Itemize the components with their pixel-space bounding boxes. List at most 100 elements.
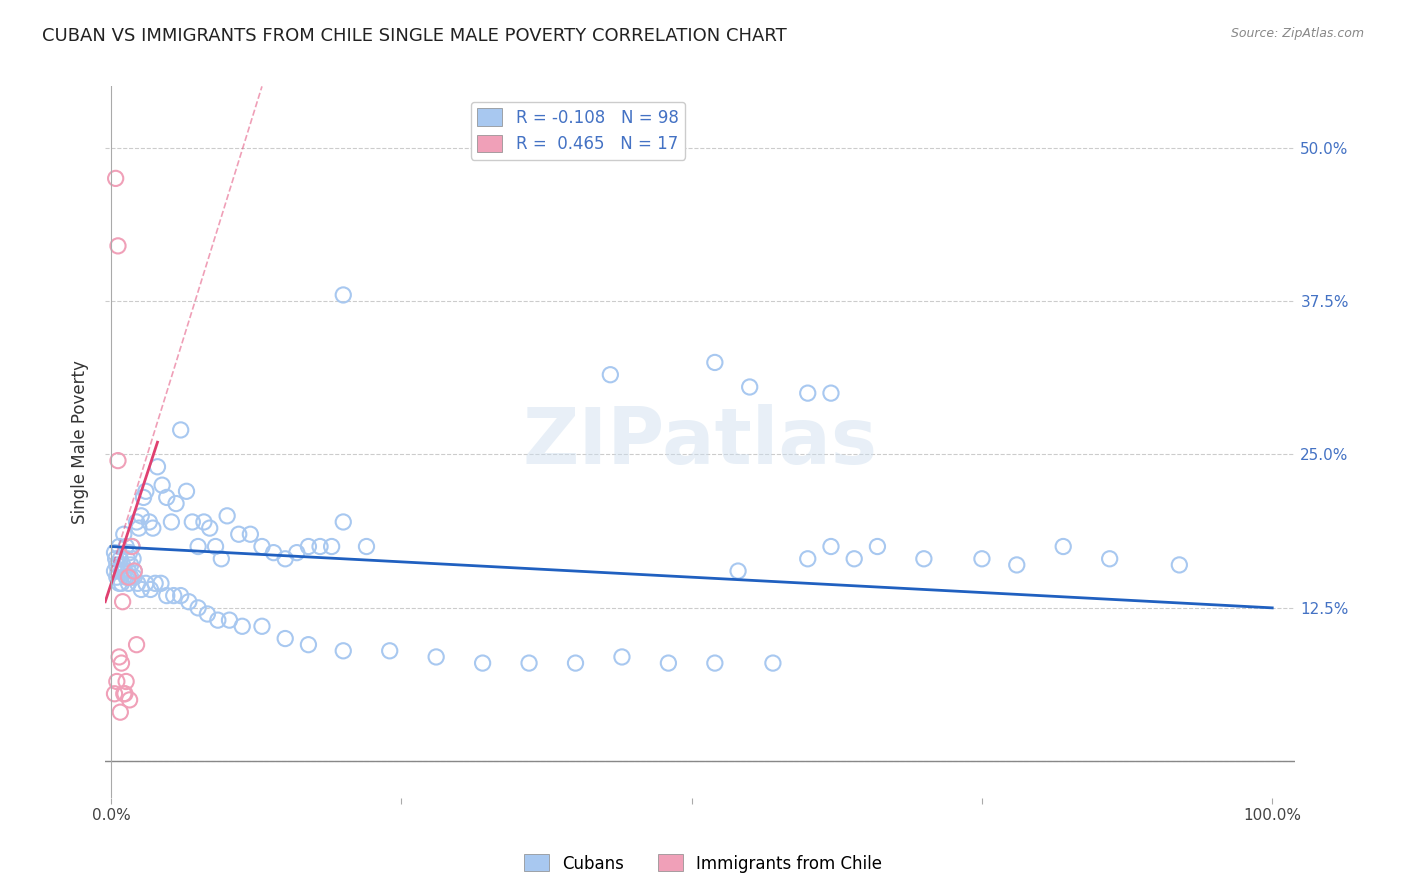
Cubans bbox=[165, 497, 187, 511]
Cubans bbox=[321, 540, 343, 554]
Cubans bbox=[970, 551, 993, 566]
Cubans bbox=[332, 644, 354, 658]
Cubans bbox=[797, 551, 820, 566]
Cubans bbox=[193, 515, 215, 529]
Cubans bbox=[143, 576, 166, 591]
Cubans bbox=[1052, 540, 1074, 554]
Cubans bbox=[1005, 558, 1028, 572]
Cubans bbox=[231, 619, 253, 633]
Cubans bbox=[263, 546, 285, 560]
Cubans bbox=[122, 570, 145, 584]
Cubans bbox=[149, 576, 172, 591]
Legend: Cubans, Immigrants from Chile: Cubans, Immigrants from Chile bbox=[517, 847, 889, 880]
Cubans bbox=[703, 656, 725, 670]
Cubans bbox=[150, 478, 173, 492]
Immigrants from Chile bbox=[125, 638, 148, 652]
Cubans bbox=[332, 515, 354, 529]
Cubans bbox=[115, 570, 138, 584]
Cubans bbox=[228, 527, 250, 541]
Cubans bbox=[111, 558, 134, 572]
Cubans bbox=[181, 515, 204, 529]
Cubans bbox=[274, 551, 297, 566]
Cubans bbox=[114, 564, 136, 578]
Cubans bbox=[108, 576, 131, 591]
Cubans bbox=[250, 619, 273, 633]
Cubans bbox=[285, 546, 308, 560]
Immigrants from Chile bbox=[107, 239, 129, 253]
Cubans bbox=[218, 613, 240, 627]
Cubans bbox=[239, 527, 262, 541]
Immigrants from Chile bbox=[114, 687, 136, 701]
Immigrants from Chile bbox=[121, 540, 143, 554]
Cubans bbox=[170, 589, 193, 603]
Immigrants from Chile bbox=[111, 595, 134, 609]
Cubans bbox=[103, 564, 125, 578]
Cubans bbox=[599, 368, 621, 382]
Cubans bbox=[176, 484, 198, 499]
Y-axis label: Single Male Poverty: Single Male Poverty bbox=[72, 360, 89, 524]
Cubans bbox=[104, 551, 127, 566]
Cubans bbox=[117, 564, 139, 578]
Cubans bbox=[110, 564, 132, 578]
Cubans bbox=[117, 576, 139, 591]
Cubans bbox=[610, 649, 633, 664]
Cubans bbox=[564, 656, 586, 670]
Immigrants from Chile bbox=[103, 687, 125, 701]
Text: CUBAN VS IMMIGRANTS FROM CHILE SINGLE MALE POVERTY CORRELATION CHART: CUBAN VS IMMIGRANTS FROM CHILE SINGLE MA… bbox=[42, 27, 787, 45]
Cubans bbox=[122, 564, 145, 578]
Cubans bbox=[117, 551, 139, 566]
Cubans bbox=[142, 521, 165, 535]
Text: Source: ZipAtlas.com: Source: ZipAtlas.com bbox=[1230, 27, 1364, 40]
Cubans bbox=[139, 582, 162, 597]
Cubans bbox=[762, 656, 785, 670]
Cubans bbox=[112, 527, 135, 541]
Cubans bbox=[129, 582, 152, 597]
Cubans bbox=[274, 632, 297, 646]
Cubans bbox=[108, 540, 131, 554]
Cubans bbox=[177, 595, 200, 609]
Cubans bbox=[844, 551, 866, 566]
Immigrants from Chile bbox=[122, 564, 145, 578]
Cubans bbox=[115, 540, 138, 554]
Cubans bbox=[129, 508, 152, 523]
Immigrants from Chile bbox=[115, 674, 138, 689]
Cubans bbox=[197, 607, 219, 621]
Cubans bbox=[110, 576, 132, 591]
Cubans bbox=[425, 649, 447, 664]
Cubans bbox=[250, 540, 273, 554]
Cubans bbox=[135, 484, 157, 499]
Cubans bbox=[110, 551, 132, 566]
Cubans bbox=[187, 540, 209, 554]
Cubans bbox=[146, 459, 169, 474]
Cubans bbox=[198, 521, 221, 535]
Cubans bbox=[121, 540, 143, 554]
Cubans bbox=[125, 515, 148, 529]
Cubans bbox=[163, 589, 186, 603]
Cubans bbox=[105, 570, 128, 584]
Cubans bbox=[156, 589, 179, 603]
Text: ZIPatlas: ZIPatlas bbox=[523, 404, 877, 480]
Cubans bbox=[138, 515, 160, 529]
Cubans bbox=[309, 540, 332, 554]
Cubans bbox=[160, 515, 183, 529]
Cubans bbox=[1098, 551, 1121, 566]
Cubans bbox=[517, 656, 540, 670]
Legend: R = -0.108   N = 98, R =  0.465   N = 17: R = -0.108 N = 98, R = 0.465 N = 17 bbox=[471, 102, 685, 160]
Cubans bbox=[105, 558, 128, 572]
Cubans bbox=[866, 540, 889, 554]
Cubans bbox=[727, 564, 749, 578]
Immigrants from Chile bbox=[110, 656, 132, 670]
Cubans bbox=[207, 613, 229, 627]
Immigrants from Chile bbox=[117, 570, 139, 584]
Cubans bbox=[297, 638, 319, 652]
Cubans bbox=[107, 564, 129, 578]
Cubans bbox=[738, 380, 761, 394]
Cubans bbox=[378, 644, 401, 658]
Immigrants from Chile bbox=[105, 674, 128, 689]
Immigrants from Chile bbox=[108, 649, 131, 664]
Cubans bbox=[217, 508, 239, 523]
Cubans bbox=[703, 355, 725, 369]
Cubans bbox=[118, 546, 141, 560]
Cubans bbox=[797, 386, 820, 401]
Cubans bbox=[471, 656, 494, 670]
